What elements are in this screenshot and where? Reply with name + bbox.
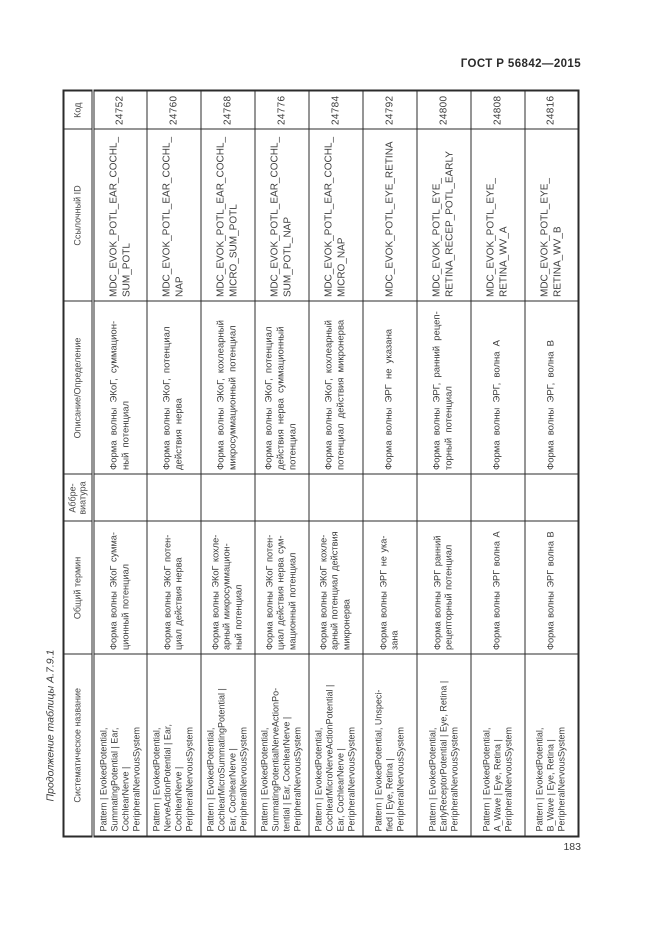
cell-description: Форма волны ЭКоГ, потенциал действия нер… — [146, 301, 200, 474]
cell-reference-id: MDC_EVOK_POTL_EYE_ RETINA_WV_A — [470, 129, 524, 301]
cell-code: 24816 — [524, 90, 578, 129]
cell-systematic-name: Pattern | EvokedPotential, EarlyReceptor… — [416, 654, 470, 836]
cell-general-term: Форма волны ЭКоГ кохле- арный потенциал … — [308, 521, 362, 654]
cell-systematic-name: Pattern | EvokedPotential, A_Wave | Eye,… — [470, 654, 524, 836]
cell-reference-id: MDC_EVOK_POTL_EYE_ RETINA_RECEP_POTL_EAR… — [416, 129, 470, 301]
cell-systematic-name: Pattern | EvokedPotential, NerveActionPo… — [146, 654, 200, 836]
cell-reference-id: MDC_EVOK_POTL_EAR_COCHL_ SUM_POTL_NAP — [254, 129, 308, 301]
cell-description: Форма волны ЭКоГ, суммацион- ный потенци… — [92, 301, 146, 474]
cell-reference-id: MDC_EVOK_POTL_EAR_COCHL_ MICRO_SUM_POTL — [200, 129, 254, 301]
cell-general-term: Форма волны ЭКоГ потен- циал действия не… — [146, 521, 200, 654]
cell-abbreviation — [416, 474, 470, 521]
nomenclature-table: Систематическое название Общий термин Аб… — [62, 89, 579, 837]
table-header-row: Систематическое название Общий термин Аб… — [63, 90, 92, 836]
cell-code: 24760 — [146, 90, 200, 129]
cell-description: Форма волны ЭКоГ, кохлеарный потенциал д… — [308, 301, 362, 474]
cell-abbreviation — [362, 474, 416, 521]
cell-code: 24800 — [416, 90, 470, 129]
rotated-table-area: Продолжение таблицы А.7.9.1 Систематичес… — [44, 89, 581, 837]
cell-systematic-name: Pattern | EvokedPotential, CochlearMicro… — [308, 654, 362, 836]
col-header-general-term: Общий термин — [63, 521, 92, 654]
cell-general-term: Форма волны ЭРГ волна A — [470, 521, 524, 654]
cell-reference-id: MDC_EVOK_POTL_EAR_COCHL_ SUM_POTL — [92, 129, 146, 301]
cell-general-term: Форма волны ЭКоГ потен- циал действия не… — [254, 521, 308, 654]
cell-abbreviation — [254, 474, 308, 521]
cell-code: 24752 — [92, 90, 146, 129]
cell-code: 24808 — [470, 90, 524, 129]
cell-reference-id: MDC_EVOK_POTL_EYE_RETINA — [362, 129, 416, 301]
cell-systematic-name: Pattern | EvokedPotential, SummatingPote… — [92, 654, 146, 836]
table-row: Pattern | EvokedPotential, CochlearMicro… — [200, 90, 254, 836]
table-row: Pattern | EvokedPotential, SummatingPote… — [92, 90, 146, 836]
cell-code: 24792 — [362, 90, 416, 129]
cell-code: 24768 — [200, 90, 254, 129]
col-header-systematic-name: Систематическое название — [63, 654, 92, 836]
cell-systematic-name: Pattern | EvokedPotential, B_Wave | Eye,… — [524, 654, 578, 836]
cell-abbreviation — [146, 474, 200, 521]
cell-code: 24784 — [308, 90, 362, 129]
table-row: Pattern | EvokedPotential, B_Wave | Eye,… — [524, 90, 578, 836]
cell-description: Форма волны ЭРГ, волна A — [470, 301, 524, 474]
cell-reference-id: MDC_EVOK_POTL_EYE_ RETINA_WV_B — [524, 129, 578, 301]
cell-description: Форма волны ЭКоГ, потенциал действия нер… — [254, 301, 308, 474]
table-row: Pattern | EvokedPotential, A_Wave | Eye,… — [470, 90, 524, 836]
cell-abbreviation — [308, 474, 362, 521]
page-number: 183 — [563, 841, 581, 853]
cell-description: Форма волны ЭРГ, волна B — [524, 301, 578, 474]
table-row: Pattern | EvokedPotential, SummatingPote… — [254, 90, 308, 836]
cell-abbreviation — [524, 474, 578, 521]
cell-description: Форма волны ЭКоГ, кохлеарный микросуммац… — [200, 301, 254, 474]
table-continuation-caption: Продолжение таблицы А.7.9.1 — [44, 649, 56, 801]
cell-description: Форма волны ЭРГ, ранний рецеп- торный по… — [416, 301, 470, 474]
cell-abbreviation — [200, 474, 254, 521]
cell-systematic-name: Pattern | EvokedPotential, Unspeci- fied… — [362, 654, 416, 836]
table-row: Pattern | EvokedPotential, Unspeci- fied… — [362, 90, 416, 836]
col-header-description: Описание/Определение — [63, 301, 92, 474]
cell-reference-id: MDC_EVOK_POTL_EAR_COCHL_ NAP — [146, 129, 200, 301]
cell-general-term: Форма волны ЭРГ ранний рецепторный потен… — [416, 521, 470, 654]
cell-general-term: Форма волны ЭРГ не ука- зана — [362, 521, 416, 654]
table-row: Pattern | EvokedPotential, NerveActionPo… — [146, 90, 200, 836]
cell-systematic-name: Pattern | EvokedPotential, CochlearMicro… — [200, 654, 254, 836]
col-header-abbreviation: Аббре- виатура — [63, 474, 92, 521]
cell-abbreviation — [92, 474, 146, 521]
cell-abbreviation — [470, 474, 524, 521]
table-row: Pattern | EvokedPotential, EarlyReceptor… — [416, 90, 470, 836]
cell-general-term: Форма волны ЭРГ волна B — [524, 521, 578, 654]
cell-reference-id: MDC_EVOK_POTL_EAR_COCHL_ MICRO_NAP — [308, 129, 362, 301]
col-header-code: Код — [63, 90, 92, 129]
standard-number-header: ГОСТ Р 56842—2015 — [460, 58, 581, 70]
cell-description: Форма волны ЭРГ не указана — [362, 301, 416, 474]
table-row: Pattern | EvokedPotential, CochlearMicro… — [308, 90, 362, 836]
cell-general-term: Форма волны ЭКоГ сумма- ционный потенциа… — [92, 521, 146, 654]
cell-general-term: Форма волны ЭКоГ кохле- арный микросумма… — [200, 521, 254, 654]
col-header-reference-id: Ссылочный ID — [63, 129, 92, 301]
cell-systematic-name: Pattern | EvokedPotential, SummatingPote… — [254, 654, 308, 836]
cell-code: 24776 — [254, 90, 308, 129]
